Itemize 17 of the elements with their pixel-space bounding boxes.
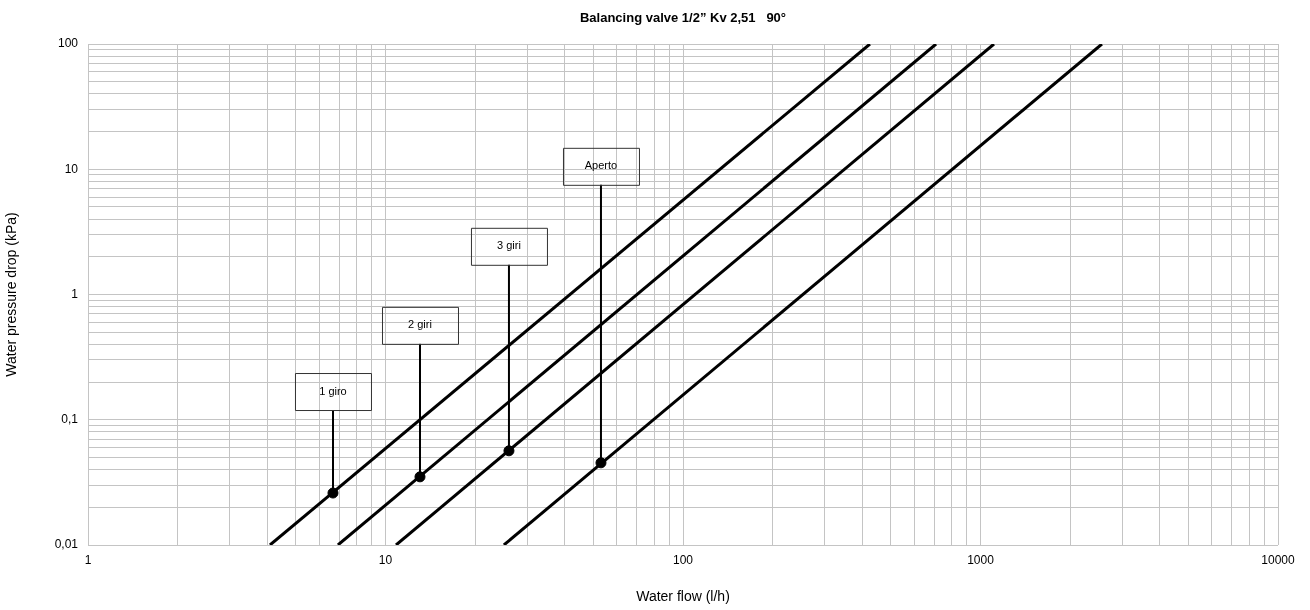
x-tick-label: 100 [672,552,694,567]
annotation: 1 giro [319,384,347,397]
x-tick-label: 1000 [967,552,995,567]
annotation: 2 giri [408,318,432,331]
y-tick-label: 0,1 [61,412,79,427]
annotation: 3 giri [497,239,521,252]
y-tick-label: 100 [57,36,79,51]
chart-title: Balancing valve 1/2” Kv 2,51 90° [579,9,787,25]
y-tick-label: 1 [71,286,79,301]
x-tick-label: 1 [84,552,92,567]
x-axis-title: Water flow (l/h) [636,588,730,605]
y-axis-title: Water pressure drop (kPa) [3,212,20,377]
x-tick-label: 10000 [1261,552,1296,567]
annotation: Aperto [584,159,618,172]
y-tick-label: 10 [64,161,79,176]
x-tick-label: 10 [378,552,393,567]
y-tick-label: 0,01 [54,537,79,552]
